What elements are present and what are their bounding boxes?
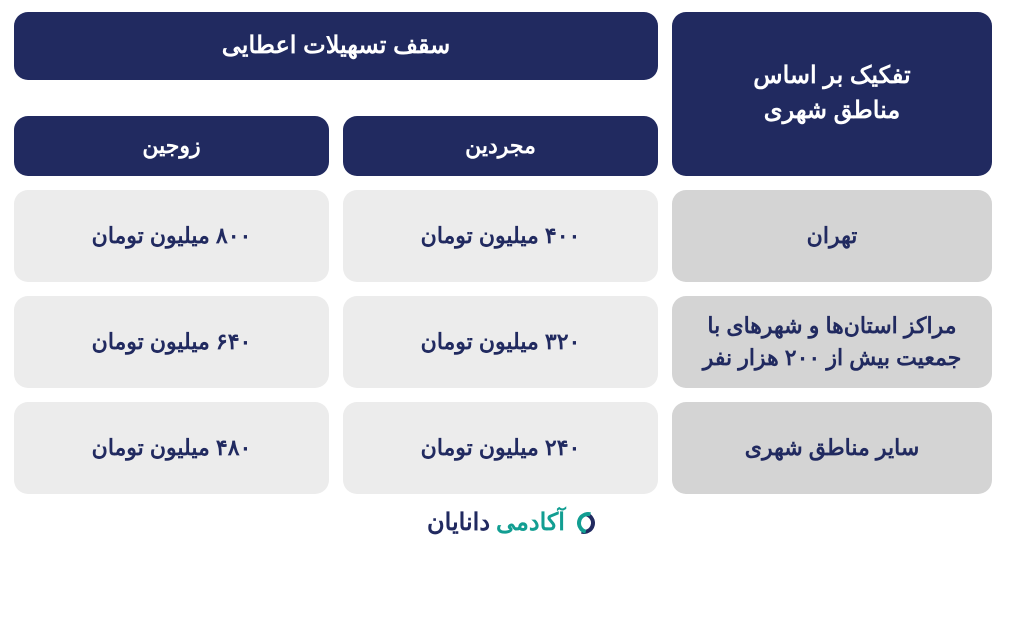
value-couple: ۶۴۰ میلیون تومان	[14, 296, 329, 388]
header-region-line2: مناطق شهری	[753, 94, 910, 129]
region-cell: مراکز استان‌ها و شهرهای با جمعیت بیش از …	[672, 296, 992, 388]
brand-logo-icon	[571, 510, 597, 536]
header-facility: سقف تسهیلات اعطایی	[14, 12, 658, 80]
region-cell: سایر مناطق شهری	[672, 402, 992, 494]
brand-footer: آکادمی دانایان	[427, 508, 597, 537]
value-single: ۴۰۰ میلیون تومان	[343, 190, 658, 282]
brand-part2: دانایان	[427, 508, 490, 537]
value-couple: ۴۸۰ میلیون تومان	[14, 402, 329, 494]
value-single: ۳۲۰ میلیون تومان	[343, 296, 658, 388]
header-single: مجردین	[343, 116, 658, 176]
header-region: تفکیک بر اساس مناطق شهری	[672, 12, 992, 176]
header-region-line1: تفکیک بر اساس	[753, 59, 910, 94]
value-couple: ۸۰۰ میلیون تومان	[14, 190, 329, 282]
header-couple: زوجین	[14, 116, 329, 176]
value-single: ۲۴۰ میلیون تومان	[343, 402, 658, 494]
brand-part1: آکادمی	[496, 508, 565, 537]
facility-table: تفکیک بر اساس مناطق شهری سقف تسهیلات اعط…	[32, 12, 992, 494]
region-cell: تهران	[672, 190, 992, 282]
